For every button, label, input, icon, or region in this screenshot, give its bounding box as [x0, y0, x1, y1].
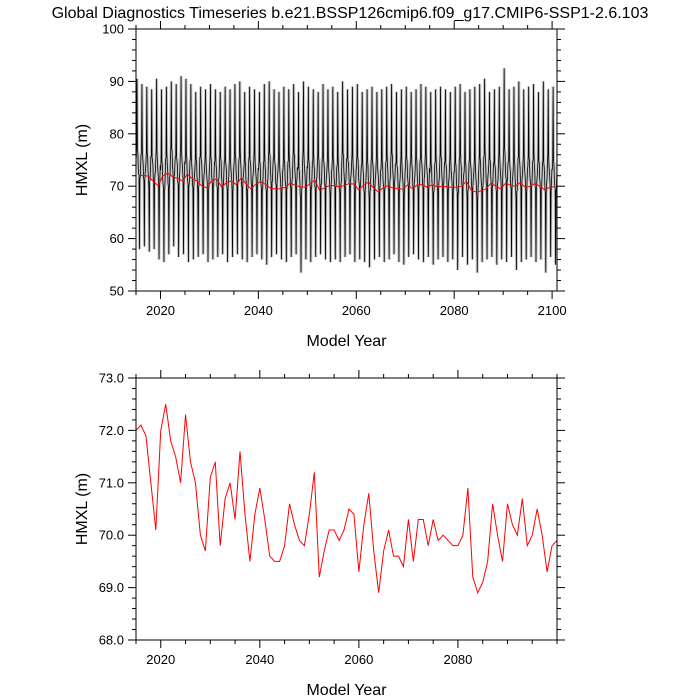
- x-axis-label: Model Year: [306, 682, 387, 699]
- x-tick-label: 2020: [146, 303, 175, 318]
- series-annual-mean-line: [136, 404, 557, 595]
- y-tick-label: 71.0: [99, 475, 124, 490]
- top-panel-timeseries: 50 60 70 80 90 100 2020 2040 2060 2080 2100 Model Y…: [74, 21, 567, 350]
- x-tick-label: 2060: [344, 652, 373, 667]
- x-tick-label: 2040: [245, 652, 274, 667]
- y-tick-label: 72.0: [99, 423, 124, 438]
- plot-data-area: [136, 404, 557, 595]
- series-annual-mean-line: [138, 172, 555, 193]
- y-tick-label: 60: [110, 231, 124, 246]
- y-tick-label: 90: [110, 74, 124, 89]
- x-tick-label: 2060: [342, 303, 371, 318]
- x-tick-label: 2080: [443, 652, 472, 667]
- plot-data-area: [136, 68, 557, 273]
- x-tick-label: 2040: [244, 303, 273, 318]
- x-tick-label: 2080: [440, 303, 469, 318]
- plot-frame: [135, 377, 558, 641]
- series-monthly-line: [136, 68, 557, 273]
- bottom-panel-annual-mean: 68.0 69.0 70.0 71.0 72.0 73.0 2020 2040 2060 2080…: [74, 370, 565, 699]
- figure-title: Global Diagnostics Timeseries b.e21.BSSP…: [52, 5, 649, 22]
- y-tick-label: 50: [110, 284, 124, 299]
- y-tick-label: 100: [102, 22, 124, 37]
- y-tick-label: 73.0: [99, 371, 124, 386]
- x-tick-label: 2100: [538, 303, 567, 318]
- x-axis-label: Model Year: [306, 333, 387, 350]
- y-tick-label: 80: [110, 126, 124, 141]
- y-tick-label: 69.0: [99, 580, 124, 595]
- y-axis-label: HMXL (m): [74, 473, 91, 545]
- plot-frame: [135, 28, 558, 292]
- y-tick-label: 70: [110, 179, 124, 194]
- x-tick-label: 2020: [146, 652, 175, 667]
- y-axis-label: HMXL (m): [74, 124, 91, 196]
- y-tick-label: 68.0: [99, 633, 124, 648]
- y-tick-label: 70.0: [99, 528, 124, 543]
